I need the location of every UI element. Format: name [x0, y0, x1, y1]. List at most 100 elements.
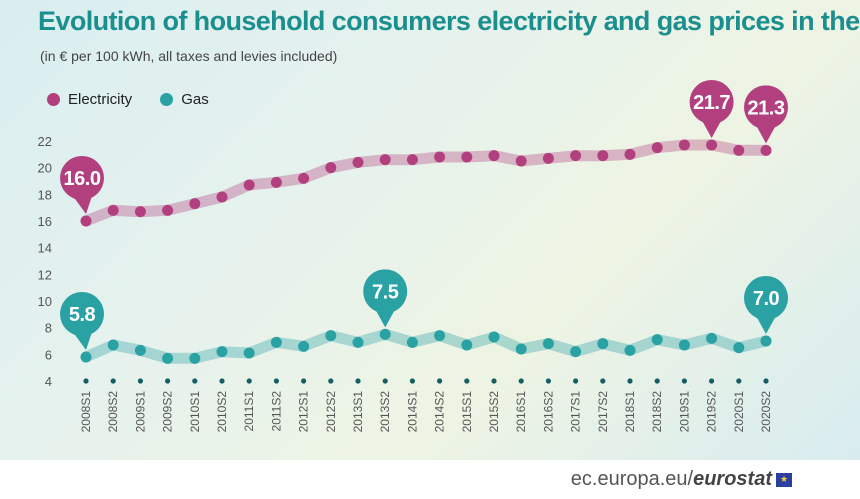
data-point-gas: [678, 339, 690, 351]
x-tick-label: 2009S2: [161, 391, 175, 433]
data-point-gas: [325, 330, 337, 342]
x-axis-dot: [491, 378, 497, 384]
data-point-gas: [461, 339, 473, 351]
x-axis-dot: [219, 378, 225, 384]
x-tick-label: 2008S2: [106, 391, 120, 433]
legend-item-electricity: Electricity: [47, 91, 132, 108]
x-tick-label: 2012S2: [324, 391, 338, 433]
y-tick-label: 18: [38, 187, 52, 202]
series-band-gas: [80, 328, 772, 364]
x-axis-dot: [437, 378, 443, 384]
x-axis-dot: [654, 378, 660, 384]
data-point-gas: [651, 334, 663, 346]
data-point-electricity: [80, 215, 92, 227]
series-band-electricity: [80, 139, 772, 227]
x-tick-label: 2008S1: [79, 391, 93, 433]
data-point-electricity: [542, 152, 554, 164]
x-axis-dot: [573, 378, 579, 384]
x-tick-label: 2013S2: [378, 391, 392, 433]
eu-flag-icon: ★: [776, 472, 792, 487]
x-tick-label: 2018S1: [623, 391, 637, 433]
data-point-electricity: [434, 151, 446, 163]
callout-label: 21.7: [693, 92, 730, 114]
data-point-gas: [570, 346, 582, 358]
y-tick-label: 8: [45, 321, 52, 336]
data-point-electricity: [678, 139, 690, 151]
data-point-gas: [134, 344, 146, 356]
data-point-electricity: [624, 148, 636, 160]
data-point-gas: [597, 338, 609, 350]
data-point-electricity: [406, 154, 418, 166]
x-tick-label: 2009S1: [133, 391, 147, 433]
source-brand: eurostat: [693, 468, 772, 490]
x-tick-label: 2015S1: [460, 391, 474, 433]
legend-swatch-electricity: [47, 93, 60, 106]
chart-title: Evolution of household consumers electri…: [38, 6, 860, 36]
data-point-electricity: [270, 176, 282, 188]
data-point-electricity: [216, 191, 228, 203]
x-axis-dot: [409, 378, 415, 384]
callout-bubble: [689, 80, 734, 124]
legend-label-electricity: Electricity: [68, 91, 133, 108]
data-point-electricity: [570, 150, 582, 162]
chart-plot: 4 6 8 10 12 14 16 18 20 22 2008S1 2008S2 2009S1 2009S…: [38, 80, 788, 433]
x-axis-dot: [137, 378, 143, 384]
data-point-electricity: [134, 206, 146, 218]
callout-label: 7.5: [372, 281, 399, 303]
callout-bubble: [744, 276, 788, 320]
callout-bubble: [363, 269, 408, 314]
x-axis-dot: [545, 378, 552, 384]
data-point-gas: [760, 335, 772, 347]
y-tick-label: 20: [38, 161, 52, 176]
y-tick-label: 6: [45, 347, 52, 362]
data-point-electricity: [162, 204, 174, 216]
data-point-gas: [298, 340, 310, 352]
callout-label: 16.0: [64, 168, 101, 190]
data-point-gas: [434, 330, 446, 342]
data-point-electricity: [379, 154, 391, 166]
x-axis-dot: [464, 378, 470, 384]
data-point-gas: [189, 352, 201, 364]
data-point-electricity: [325, 162, 337, 174]
x-axis-dot: [355, 378, 361, 384]
x-tick-label: 2010S2: [215, 391, 229, 433]
callout-bubble: [60, 292, 104, 336]
x-tick-label: 2011S1: [242, 391, 256, 432]
data-point-electricity: [760, 144, 772, 156]
x-axis-dot: [709, 378, 715, 384]
x-axis-dot: [301, 378, 307, 384]
data-point-gas: [162, 352, 174, 364]
x-axis-dot: [110, 378, 116, 384]
x-axis-dot: [192, 378, 198, 384]
data-point-gas: [733, 342, 745, 354]
chart-background: [0, 0, 860, 460]
y-tick-label: 16: [38, 214, 52, 229]
x-axis-dot: [83, 378, 89, 384]
x-tick-label: 2017S2: [596, 391, 610, 433]
legend-label-gas: Gas: [181, 91, 209, 108]
x-axis-dot: [627, 378, 633, 384]
x-axis-dot: [763, 378, 769, 384]
x-tick-label: 2011S2: [269, 391, 283, 432]
y-tick-label: 22: [38, 134, 52, 149]
data-point-electricity: [733, 144, 745, 156]
data-point-electricity: [461, 151, 473, 163]
data-point-electricity: [515, 155, 527, 167]
data-point-gas: [107, 339, 119, 351]
callout-bubble: [60, 156, 104, 200]
data-point-gas: [352, 336, 364, 348]
data-point-electricity: [243, 179, 255, 191]
data-point-electricity: [488, 150, 500, 162]
x-tick-label: 2020S1: [732, 391, 746, 433]
data-point-gas: [488, 331, 500, 343]
x-tick-label: 2016S1: [514, 391, 528, 433]
legend: Electricity Gas: [47, 91, 237, 108]
data-point-gas: [270, 336, 282, 348]
x-axis-dot: [246, 378, 252, 384]
data-point-gas: [515, 343, 527, 355]
y-tick-label: 14: [38, 241, 52, 256]
legend-swatch-gas: [160, 93, 174, 106]
data-point-gas: [624, 344, 636, 356]
x-axis-dot: [165, 378, 171, 384]
data-point-gas: [80, 351, 92, 363]
